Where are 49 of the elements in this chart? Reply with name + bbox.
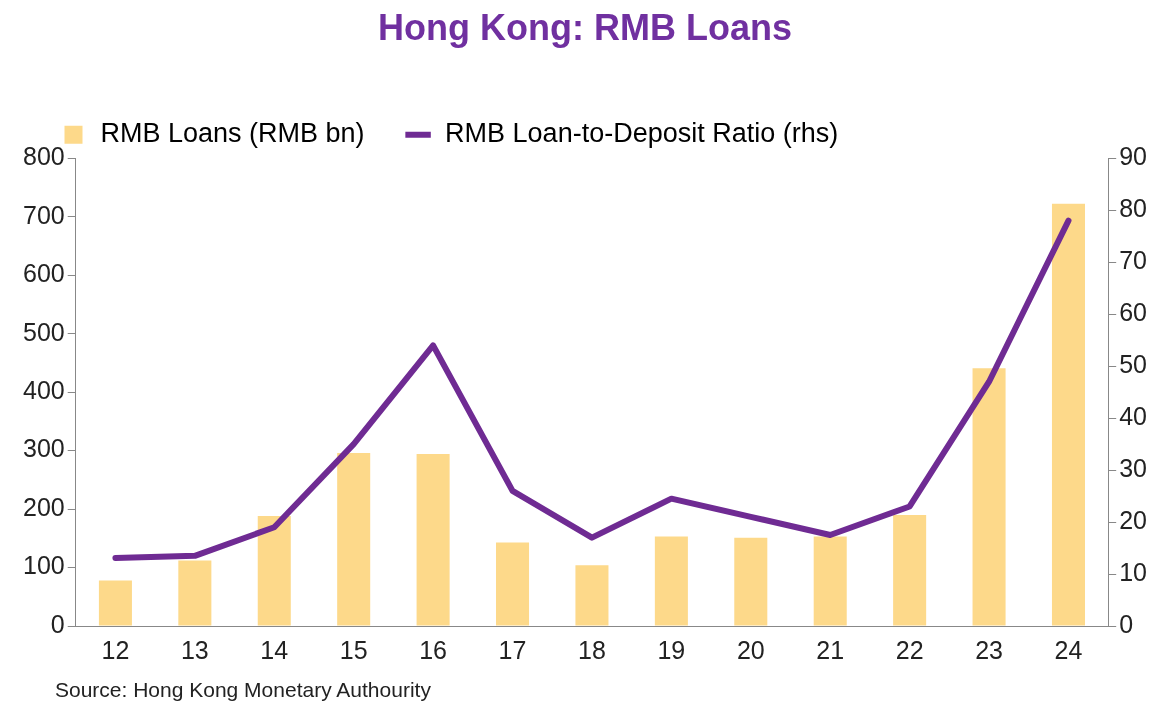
y-tick-label: 600 bbox=[22, 259, 65, 288]
bar bbox=[734, 537, 768, 626]
x-tick-label: 13 bbox=[180, 635, 209, 664]
y2-tick-label: 60 bbox=[1119, 298, 1147, 327]
x-tick-label: 17 bbox=[498, 635, 527, 664]
x-tick-label: 16 bbox=[419, 635, 448, 664]
bar bbox=[1051, 203, 1085, 626]
bar bbox=[893, 514, 927, 626]
bar bbox=[972, 368, 1006, 626]
bar bbox=[178, 560, 212, 626]
bar bbox=[257, 516, 291, 626]
y-tick-label: 0 bbox=[50, 609, 65, 638]
y-tick-label: 300 bbox=[22, 434, 65, 463]
y2-tick-label: 80 bbox=[1119, 194, 1147, 223]
chart-title: Hong Kong: RMB Loans bbox=[378, 6, 792, 48]
x-tick-label: 21 bbox=[816, 635, 845, 664]
bar bbox=[654, 536, 688, 626]
y-tick-label: 700 bbox=[22, 200, 65, 229]
y2-tick-label: 0 bbox=[1119, 609, 1134, 638]
x-tick-label: 12 bbox=[101, 635, 130, 664]
x-tick-label: 23 bbox=[975, 635, 1003, 664]
y2-tick-label: 30 bbox=[1119, 453, 1147, 482]
y-tick-label: 800 bbox=[22, 142, 65, 171]
y2-tick-label: 70 bbox=[1119, 246, 1147, 275]
source-note: Source: Hong Kong Monetary Authourity bbox=[55, 678, 431, 702]
x-tick-label: 24 bbox=[1054, 635, 1083, 664]
bar bbox=[575, 565, 609, 626]
y2-tick-label: 10 bbox=[1119, 557, 1147, 586]
y-tick-label: 100 bbox=[22, 551, 65, 580]
x-tick-label: 14 bbox=[260, 635, 289, 664]
x-tick-label: 18 bbox=[578, 635, 606, 664]
y2-tick-label: 50 bbox=[1119, 350, 1147, 378]
legend-label: RMB Loans (RMB bn) bbox=[100, 118, 365, 149]
bar bbox=[337, 452, 371, 626]
x-tick-label: 20 bbox=[736, 635, 765, 664]
bar bbox=[496, 542, 530, 626]
y-tick-label: 400 bbox=[22, 375, 65, 404]
bar bbox=[98, 580, 132, 626]
x-tick-label: 19 bbox=[657, 635, 686, 664]
y-tick-label: 500 bbox=[22, 317, 65, 346]
y2-tick-label: 90 bbox=[1119, 142, 1147, 171]
y2-tick-label: 40 bbox=[1119, 401, 1147, 430]
legend-label: RMB Loan-to-Deposit Ratio (rhs) bbox=[445, 118, 839, 149]
bar bbox=[416, 454, 450, 626]
bar bbox=[813, 536, 847, 626]
y2-tick-label: 20 bbox=[1119, 505, 1147, 534]
y-tick-label: 200 bbox=[22, 492, 65, 521]
x-tick-label: 22 bbox=[895, 635, 924, 664]
x-tick-label: 15 bbox=[339, 635, 368, 664]
